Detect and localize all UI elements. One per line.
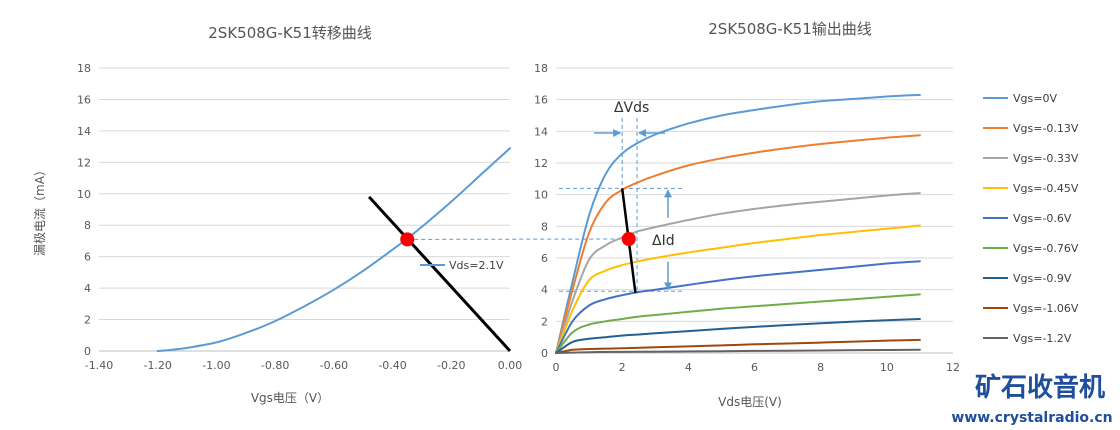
transfer-y-tick-label: 2 — [84, 314, 91, 327]
output-series-line-2 — [555, 192, 921, 354]
output-x-tick-label: 2 — [619, 361, 626, 374]
output-legend-label-1: Vgs=-0.13V — [1013, 122, 1079, 135]
output-y-tick-label: 18 — [534, 62, 548, 75]
output-operating-point — [621, 232, 636, 246]
output-chart-title: 2SK508G-K51输出曲线 — [708, 20, 872, 38]
output-curve-chart: 2SK508G-K51输出曲线 Vds电压(V) 0 2 4 6 8 10 12 14 16 18… — [534, 20, 1079, 409]
output-series-line-8 — [555, 348, 921, 354]
output-tick-labels: 0 2 4 6 8 10 12 14 16 18 0 2 4 6 8 10 12 — [534, 62, 960, 374]
transfer-series — [156, 147, 511, 352]
output-series-line-7 — [555, 338, 921, 354]
output-x-axis-title: Vds电压(V) — [718, 395, 782, 409]
transfer-x-tick-label: 0.00 — [498, 359, 523, 372]
transfer-x-tick-label: -0.20 — [437, 359, 465, 372]
output-y-tick-label: 4 — [541, 284, 548, 297]
output-y-tick-label: 2 — [541, 315, 548, 328]
output-legend-label-8: Vgs=-1.2V — [1013, 332, 1072, 345]
transfer-y-tick-label: 0 — [84, 345, 91, 358]
output-legend-label-6: Vgs=-0.9V — [1013, 272, 1072, 285]
transfer-x-tick-label: -1.40 — [85, 359, 113, 372]
transfer-annotations — [367, 195, 512, 353]
output-y-tick-label: 0 — [541, 347, 548, 360]
output-legend-label-7: Vgs=-1.06V — [1013, 302, 1079, 315]
transfer-y-tick-label: 18 — [77, 62, 91, 75]
output-legend: Vgs=0V Vgs=-0.13V Vgs=-0.33V Vgs=-0.45V Vgs=… — [983, 92, 1079, 345]
transfer-x-tick-label: -1.20 — [143, 359, 171, 372]
watermark-brand: 矿石收音机 — [975, 372, 1105, 403]
output-x-tick-label: 12 — [946, 361, 960, 374]
output-legend-label-2: Vgs=-0.33V — [1013, 152, 1079, 165]
output-x-tick-label: 8 — [817, 361, 824, 374]
output-series-line-3 — [555, 224, 921, 354]
transfer-y-tick-label: 4 — [84, 282, 91, 295]
output-legend-label-4: Vgs=-0.6V — [1013, 212, 1072, 225]
output-y-tick-label: 8 — [541, 220, 548, 233]
transfer-y-tick-label: 16 — [77, 93, 91, 106]
transfer-x-tick-label: -0.80 — [261, 359, 289, 372]
output-y-tick-label: 6 — [541, 252, 548, 265]
transfer-y-tick-label: 8 — [84, 219, 91, 232]
transfer-gridlines — [99, 67, 510, 352]
transfer-load-line — [367, 195, 512, 353]
output-y-tick-label: 10 — [534, 189, 548, 202]
transfer-x-axis-title: Vgs电压（V） — [251, 391, 329, 405]
delta-id-label: ΔId — [652, 233, 675, 249]
transfer-x-tick-label: -0.40 — [378, 359, 406, 372]
transfer-legend: Vds=2.1V — [420, 259, 504, 272]
output-x-tick-label: 0 — [553, 361, 560, 374]
output-y-tick-label: 14 — [534, 125, 548, 138]
transfer-legend-label: Vds=2.1V — [449, 259, 504, 272]
transfer-curve-chart: 2SK508G-K51转移曲线 Vgs电压（V） 漏极电流（mA） 0 2 4 6 8 1… — [33, 24, 629, 405]
output-annotations: ΔVds ΔId — [594, 100, 675, 293]
transfer-x-tick-label: -0.60 — [320, 359, 348, 372]
output-x-tick-label: 6 — [751, 361, 758, 374]
output-x-tick-label: 10 — [880, 361, 894, 374]
watermark-logo: 矿石收音机 www.crystalradio.cn — [951, 372, 1112, 426]
transfer-tick-labels: 0 2 4 6 8 10 12 14 16 18 -1.40 -1.20 -1.00 -0.80 -0.60… — [77, 62, 522, 372]
output-series-line-6 — [555, 318, 921, 354]
transfer-y-tick-label: 10 — [77, 188, 91, 201]
transfer-x-tick-label: -1.00 — [202, 359, 230, 372]
output-y-tick-label: 12 — [534, 157, 548, 170]
transfer-y-tick-label: 12 — [77, 156, 91, 169]
transfer-y-tick-label: 14 — [77, 125, 91, 138]
transfer-y-tick-label: 6 — [84, 251, 91, 264]
output-legend-label-5: Vgs=-0.76V — [1013, 242, 1079, 255]
transfer-series-line-0 — [156, 147, 511, 352]
output-series-line-1 — [555, 134, 921, 354]
output-series-line-5 — [555, 293, 921, 354]
transfer-chart-title: 2SK508G-K51转移曲线 — [208, 24, 372, 42]
output-series-line-0 — [555, 93, 921, 354]
output-series-line-4 — [555, 260, 921, 354]
output-legend-label-0: Vgs=0V — [1013, 92, 1057, 105]
transfer-operating-point — [400, 232, 415, 247]
output-y-tick-label: 16 — [534, 94, 548, 107]
output-legend-label-3: Vgs=-0.45V — [1013, 182, 1079, 195]
transfer-y-axis-title: 漏极电流（mA） — [33, 164, 47, 256]
watermark-url: www.crystalradio.cn — [951, 410, 1112, 426]
delta-vds-label: ΔVds — [614, 100, 649, 116]
output-series — [555, 93, 921, 354]
output-x-tick-label: 4 — [685, 361, 692, 374]
